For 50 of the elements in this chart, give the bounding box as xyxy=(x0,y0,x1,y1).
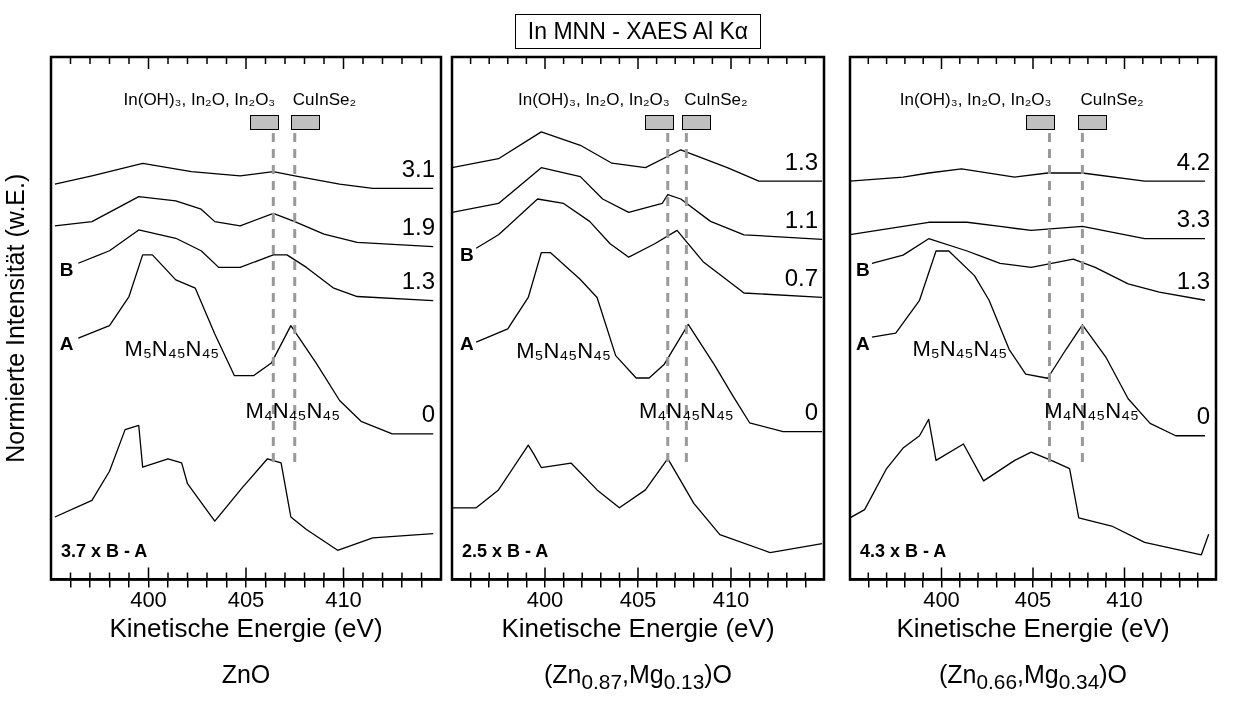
ref-line-label: In(OH)₃, In₂O, In₂O₃ xyxy=(518,90,670,109)
annotation: B xyxy=(59,259,74,281)
annotation: B xyxy=(460,243,474,265)
series-label: 2.5 x B - A xyxy=(462,541,549,562)
annotation: A xyxy=(855,332,870,354)
annotation: M₄N₄₅N₄₅ xyxy=(1044,398,1139,424)
series-label: 0.7 xyxy=(784,264,818,292)
series-label: 1.1 xyxy=(784,205,818,233)
annotation: M₄N₄₅N₄₅ xyxy=(245,398,341,424)
ref-line-label: CuInSe₂ xyxy=(292,90,357,109)
x-axis-title: Kinetische Energie (eV) xyxy=(501,612,775,643)
series-label: 1.9 xyxy=(401,213,435,241)
x-tick-label: 410 xyxy=(1106,586,1143,612)
series-label: 3.3 xyxy=(1176,205,1210,233)
series-label: 0 xyxy=(421,400,435,428)
ref-line-label: CuInSe₂ xyxy=(684,90,748,109)
ref-line-label: In(OH)₃, In₂O, In₂O₃ xyxy=(899,90,1052,109)
series-label: 4.3 x B - A xyxy=(860,541,947,562)
series-label: 1.3 xyxy=(401,267,435,295)
x-tick-label: 400 xyxy=(130,586,167,612)
series-label: 1.3 xyxy=(1176,266,1210,294)
annotation: M₄N₄₅N₄₅ xyxy=(638,398,734,424)
annotation: A xyxy=(59,332,74,354)
x-tick-label: 400 xyxy=(923,586,960,612)
ref-line-label: CuInSe₂ xyxy=(1080,90,1144,109)
text: (Zn$_{0.87}$,Mg$_{0.13}$)O xyxy=(542,659,734,695)
x-axis-title: Kinetische Energie (eV) xyxy=(109,612,383,643)
series-label: 0 xyxy=(804,398,818,426)
series-label: 1.3 xyxy=(784,147,818,175)
annotation: M₅N₄₅N₄₅ xyxy=(124,335,220,361)
ref-line-label: In(OH)₃, In₂O, In₂O₃ xyxy=(123,90,276,109)
series-label: 0 xyxy=(1196,402,1210,430)
text: ZnO xyxy=(220,659,272,689)
series-label: 3.1 xyxy=(401,154,435,182)
annotation: A xyxy=(460,332,475,354)
x-axis-title: Kinetische Energie (eV) xyxy=(896,612,1170,643)
annotation: M₅N₄₅N₄₅ xyxy=(516,338,611,364)
x-tick-label: 405 xyxy=(227,586,265,612)
x-tick-label: 410 xyxy=(712,586,750,612)
x-tick-label: 405 xyxy=(619,586,657,612)
series-label: 4.2 xyxy=(1176,147,1210,175)
text: (Zn$_{0.66}$,Mg$_{0.34}$)O xyxy=(937,659,1129,695)
x-tick-label: 405 xyxy=(1014,586,1052,612)
chart-title: In MNN - XAES Al Kα xyxy=(514,14,762,49)
annotation: M₅N₄₅N₄₅ xyxy=(912,335,1008,361)
x-tick-label: 400 xyxy=(526,586,564,612)
series-label: 3.7 x B - A xyxy=(61,541,148,562)
x-tick-label: 410 xyxy=(325,586,362,612)
annotation: B xyxy=(855,259,870,281)
y-axis-title: Normierte Intensität (w.E.) xyxy=(0,173,29,463)
